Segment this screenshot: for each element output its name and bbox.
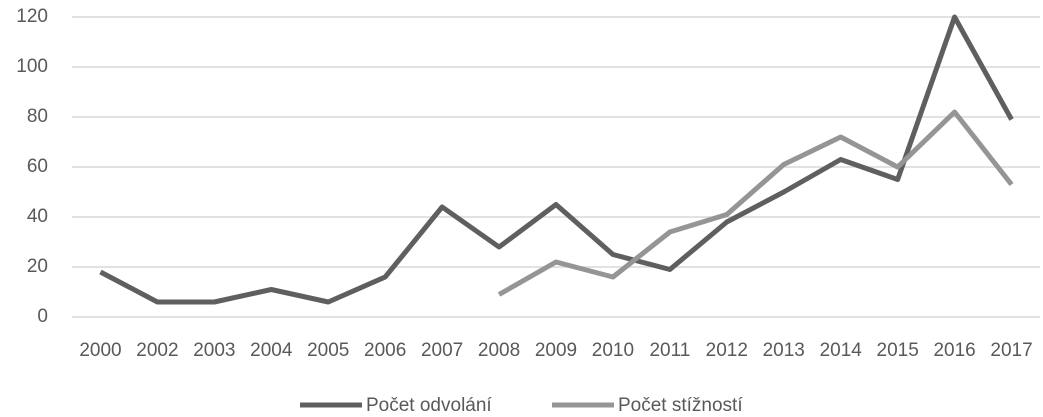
x-tick-label: 2005 [307,340,349,361]
legend-label: Počet odvolání [366,395,492,416]
series-line [497,109,1014,297]
y-tick-label: 120 [16,6,48,27]
series-line [99,14,1014,305]
y-tick-label: 60 [27,156,48,177]
x-tick-label: 2009 [535,340,577,361]
x-tick-label: 2017 [990,340,1032,361]
y-tick-label: 40 [27,206,48,227]
x-tick-label: 2016 [933,340,975,361]
y-tick-label: 80 [27,106,48,127]
x-tick-label: 2004 [250,340,293,361]
y-tick-label: 0 [37,306,48,327]
y-tick-label: 20 [27,256,48,277]
x-tick-label: 2010 [592,340,634,361]
y-tick-label: 100 [16,56,48,77]
legend-label: Počet stížností [618,395,743,416]
x-tick-label: 2013 [763,340,805,361]
x-tick-label: 2002 [136,340,178,361]
x-tick-label: 2008 [478,340,520,361]
x-tick-label: 2015 [877,340,919,361]
x-tick-label: 2007 [421,340,463,361]
x-tick-label: 2012 [706,340,748,361]
x-tick-label: 2014 [820,340,863,361]
x-tick-label: 2003 [193,340,235,361]
x-tick-label: 2000 [79,340,121,361]
x-tick-label: 2011 [649,340,690,361]
x-tick-label: 2006 [364,340,406,361]
